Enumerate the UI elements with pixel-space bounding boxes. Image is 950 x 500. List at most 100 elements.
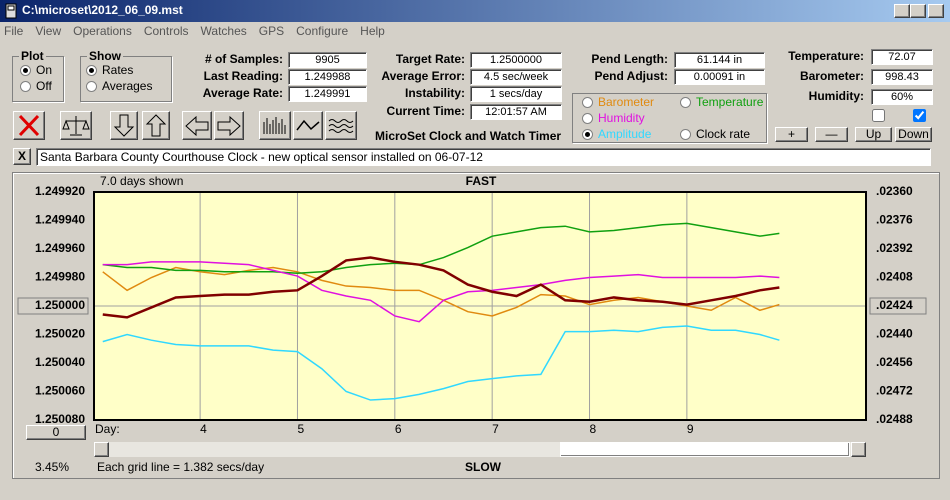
scroll-track bbox=[560, 442, 850, 457]
group-title: Show bbox=[87, 49, 123, 63]
y-tick-label: 1.250060 bbox=[35, 384, 85, 398]
icon bbox=[145, 114, 167, 137]
offset-button[interactable]: 0 bbox=[26, 425, 86, 440]
radio[interactable] bbox=[86, 81, 97, 92]
y-tick-label: 1.250000 bbox=[35, 298, 85, 312]
title-bar: C:\microset\2012_06_09.mst bbox=[0, 0, 950, 22]
control-button[interactable]: Up bbox=[855, 127, 892, 142]
radio-label[interactable]: Averages bbox=[102, 79, 153, 93]
radio-label[interactable]: On bbox=[36, 63, 53, 77]
x-tick-label: 7 bbox=[492, 422, 499, 436]
window-title: C:\microset\2012_06_09.mst bbox=[22, 3, 183, 17]
chart-panel bbox=[12, 172, 940, 479]
icon bbox=[113, 114, 135, 137]
field-value[interactable]: 1 secs/day bbox=[470, 86, 562, 102]
legend-label[interactable]: Amplitude bbox=[598, 127, 652, 141]
radio[interactable] bbox=[680, 97, 691, 108]
note-field[interactable]: Santa Barbara County Courthouse Clock - … bbox=[36, 148, 931, 166]
line-button[interactable] bbox=[293, 111, 323, 140]
radio[interactable] bbox=[20, 81, 31, 92]
field-value[interactable]: 60% bbox=[871, 89, 933, 105]
app-icon bbox=[5, 3, 17, 19]
menu-item[interactable]: Operations bbox=[73, 24, 132, 38]
icon bbox=[296, 119, 320, 131]
right-button[interactable] bbox=[214, 111, 244, 140]
scrollbar[interactable] bbox=[94, 442, 866, 457]
radio[interactable] bbox=[582, 113, 593, 124]
y2-tick-label: .02376 bbox=[876, 213, 913, 227]
menu-item[interactable]: Help bbox=[360, 24, 385, 38]
menu-item[interactable]: Configure bbox=[296, 24, 349, 38]
down-button[interactable] bbox=[110, 111, 138, 140]
checkbox[interactable] bbox=[913, 109, 926, 122]
icon bbox=[263, 117, 286, 134]
icon bbox=[18, 114, 40, 137]
field-value[interactable]: 61.144 in bbox=[674, 52, 765, 68]
field-value[interactable]: 12:01:57 AM bbox=[470, 104, 562, 120]
control-button[interactable]: — bbox=[815, 127, 848, 142]
clear-button[interactable] bbox=[13, 111, 45, 140]
y2-tick-label: .02408 bbox=[876, 270, 913, 284]
app-title: MicroSet Clock and Watch Timer bbox=[375, 129, 562, 143]
field-value[interactable]: 1.249991 bbox=[288, 86, 367, 102]
radio-label[interactable]: Rates bbox=[102, 63, 134, 77]
field-value[interactable]: 9905 bbox=[288, 52, 367, 68]
menu-item[interactable]: Controls bbox=[143, 24, 189, 38]
field-label: Average Error: bbox=[381, 69, 465, 83]
minimize-button[interactable] bbox=[894, 4, 910, 18]
y-tick-label: 1.250020 bbox=[35, 327, 85, 341]
icon bbox=[217, 115, 241, 137]
field-label: Instability: bbox=[404, 86, 465, 100]
icon bbox=[62, 116, 90, 136]
y-tick-button bbox=[17, 297, 89, 315]
field-value[interactable]: 4.5 sec/week bbox=[470, 69, 562, 85]
menu-item[interactable]: GPS bbox=[258, 24, 285, 38]
x-axis-label: Day: bbox=[95, 422, 120, 436]
scale-button[interactable] bbox=[60, 111, 92, 140]
waves-button[interactable] bbox=[325, 111, 357, 140]
legend-label[interactable]: Humidity bbox=[598, 111, 645, 125]
field-label: Average Rate: bbox=[202, 86, 283, 100]
radio-dot bbox=[89, 68, 94, 73]
scroll-left[interactable] bbox=[94, 442, 109, 457]
menu-item[interactable]: File bbox=[4, 24, 24, 38]
field-label: Current Time: bbox=[386, 104, 465, 118]
y2-tick-button bbox=[869, 297, 927, 315]
y-tick-label: 1.250080 bbox=[35, 412, 85, 426]
legend-label[interactable]: Temperature bbox=[696, 95, 764, 109]
scroll-right[interactable] bbox=[851, 442, 866, 457]
x-tick-label: 6 bbox=[395, 422, 402, 436]
series-line bbox=[102, 325, 780, 401]
x-tick-label: 9 bbox=[687, 422, 694, 436]
field-value[interactable]: 1.249988 bbox=[288, 69, 367, 85]
bottom-label: SLOW bbox=[465, 460, 502, 474]
radio[interactable] bbox=[680, 129, 691, 140]
radio[interactable] bbox=[582, 97, 593, 108]
field-label: Pend Adjust: bbox=[594, 69, 668, 83]
close-note-button[interactable]: X bbox=[13, 148, 31, 165]
y2-tick-label: .02392 bbox=[876, 241, 913, 255]
field-label: Last Reading: bbox=[203, 69, 283, 83]
close-window-button[interactable] bbox=[928, 4, 944, 18]
bars-button[interactable] bbox=[259, 111, 291, 140]
radio-label[interactable]: Off bbox=[36, 79, 52, 93]
field-label: Temperature: bbox=[788, 49, 864, 63]
y2-tick-label: .02488 bbox=[876, 412, 913, 426]
left-button[interactable] bbox=[182, 111, 212, 140]
field-value[interactable]: 72.07 bbox=[871, 49, 933, 65]
menu-item[interactable]: Watches bbox=[200, 24, 247, 38]
checkbox[interactable] bbox=[872, 109, 885, 122]
legend-label[interactable]: Clock rate bbox=[696, 127, 751, 141]
control-button[interactable]: Down bbox=[895, 127, 932, 142]
series-line bbox=[102, 222, 780, 274]
menu-item[interactable]: View bbox=[35, 24, 62, 38]
up-button[interactable] bbox=[142, 111, 170, 140]
field-value[interactable]: 998.43 bbox=[871, 69, 933, 85]
control-button[interactable]: + bbox=[775, 127, 808, 142]
legend-label[interactable]: Barometer bbox=[598, 95, 655, 109]
field-value[interactable]: 0.00091 in bbox=[674, 69, 765, 85]
field-value[interactable]: 1.2500000 bbox=[470, 52, 562, 68]
plot-group: Plot bbox=[12, 49, 64, 102]
maximize-button[interactable] bbox=[910, 4, 926, 18]
